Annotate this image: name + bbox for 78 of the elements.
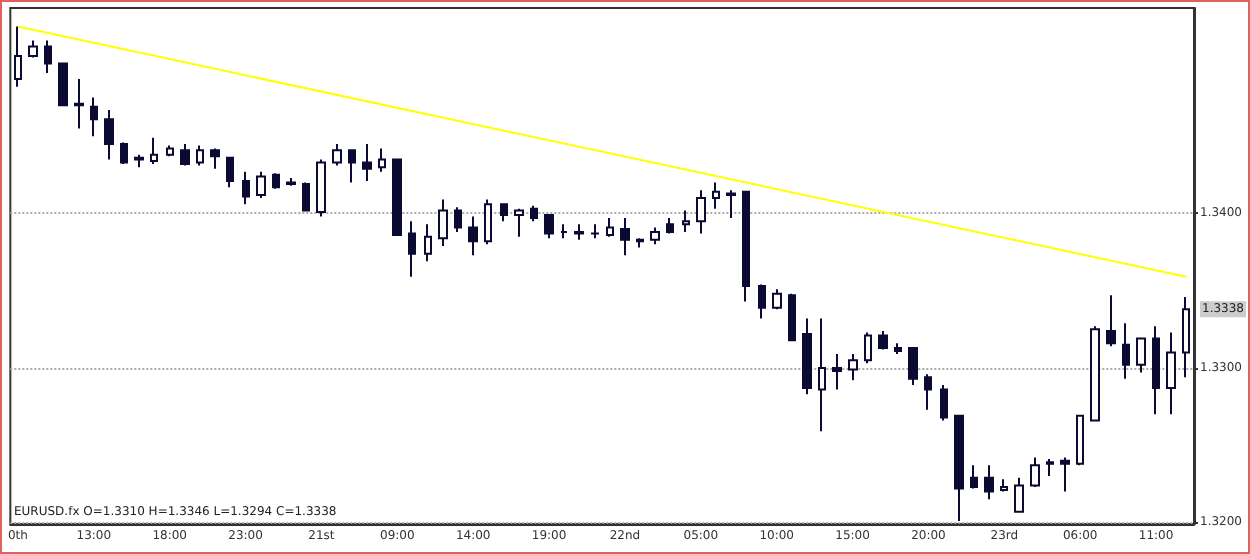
candlestick <box>408 220 416 278</box>
candlestick <box>802 317 812 396</box>
candlestick <box>940 383 948 422</box>
candlestick <box>134 153 144 169</box>
candlestick <box>104 108 114 161</box>
candlestick <box>620 217 630 257</box>
candlestick <box>726 189 736 220</box>
candlestick <box>226 156 234 189</box>
candlestick <box>1076 414 1084 467</box>
candlestick <box>984 464 994 501</box>
candlestick <box>970 464 978 490</box>
candlestick <box>1046 458 1054 478</box>
candlestick <box>242 170 250 206</box>
candlestick <box>256 170 266 200</box>
candlestick <box>878 329 888 351</box>
candlestick <box>788 292 796 342</box>
candlestick <box>1106 294 1116 348</box>
candlestick <box>348 149 356 184</box>
candlestick <box>150 136 158 166</box>
candlestick <box>1014 476 1024 513</box>
candlestick <box>908 346 918 386</box>
candlestick <box>302 181 310 212</box>
candlestick <box>500 203 508 223</box>
candlestick <box>166 144 174 158</box>
candlestick <box>1136 337 1146 374</box>
candlestick <box>848 353 858 382</box>
candlestick <box>650 226 660 246</box>
candlestick <box>272 172 280 190</box>
candlestick <box>832 353 842 391</box>
candlestick <box>818 317 826 433</box>
candlestick <box>894 342 902 356</box>
candlestick <box>560 223 568 240</box>
candlestick <box>392 158 402 237</box>
candlestick <box>758 283 766 320</box>
candlestick <box>210 147 220 170</box>
candlestick <box>636 237 644 249</box>
candlestick <box>530 204 538 223</box>
candlestick <box>316 158 326 218</box>
candlestick <box>28 39 38 59</box>
candlestick <box>424 223 432 263</box>
candlestick <box>514 207 524 238</box>
candlestick <box>58 62 68 107</box>
candlestick <box>666 217 674 235</box>
candlestick <box>1090 325 1100 422</box>
candlestick <box>286 176 296 187</box>
candlestick <box>590 223 600 240</box>
candlestick <box>120 141 128 166</box>
candlestick <box>1030 456 1040 488</box>
candlestick <box>696 189 706 235</box>
candlestick <box>606 217 614 238</box>
candlestick <box>864 331 872 365</box>
candlestick <box>362 142 372 183</box>
candlestick <box>544 214 554 240</box>
candlestick <box>772 288 782 311</box>
candlestick <box>14 25 22 88</box>
candlestick <box>180 142 190 167</box>
candlestick <box>196 144 204 167</box>
candlestick <box>1182 295 1190 379</box>
candlestick <box>924 373 932 411</box>
candlestick <box>332 142 342 167</box>
candlestick <box>90 96 98 138</box>
candlestick <box>74 78 84 130</box>
candlestick <box>712 181 720 210</box>
candlestick <box>574 223 584 241</box>
candlestick <box>378 147 386 173</box>
candlestick <box>484 198 492 246</box>
candlestick <box>454 206 462 234</box>
candlestick <box>1166 331 1176 416</box>
candlestick <box>438 198 448 247</box>
candlestick <box>1060 456 1070 493</box>
candlestick <box>742 190 750 303</box>
candlestick <box>1000 478 1008 493</box>
candlestick <box>44 39 52 74</box>
candlestick <box>682 209 690 234</box>
candlestick <box>954 414 964 522</box>
candlestick <box>1152 325 1160 416</box>
candlestick <box>1122 322 1130 380</box>
candlestick <box>468 215 478 257</box>
